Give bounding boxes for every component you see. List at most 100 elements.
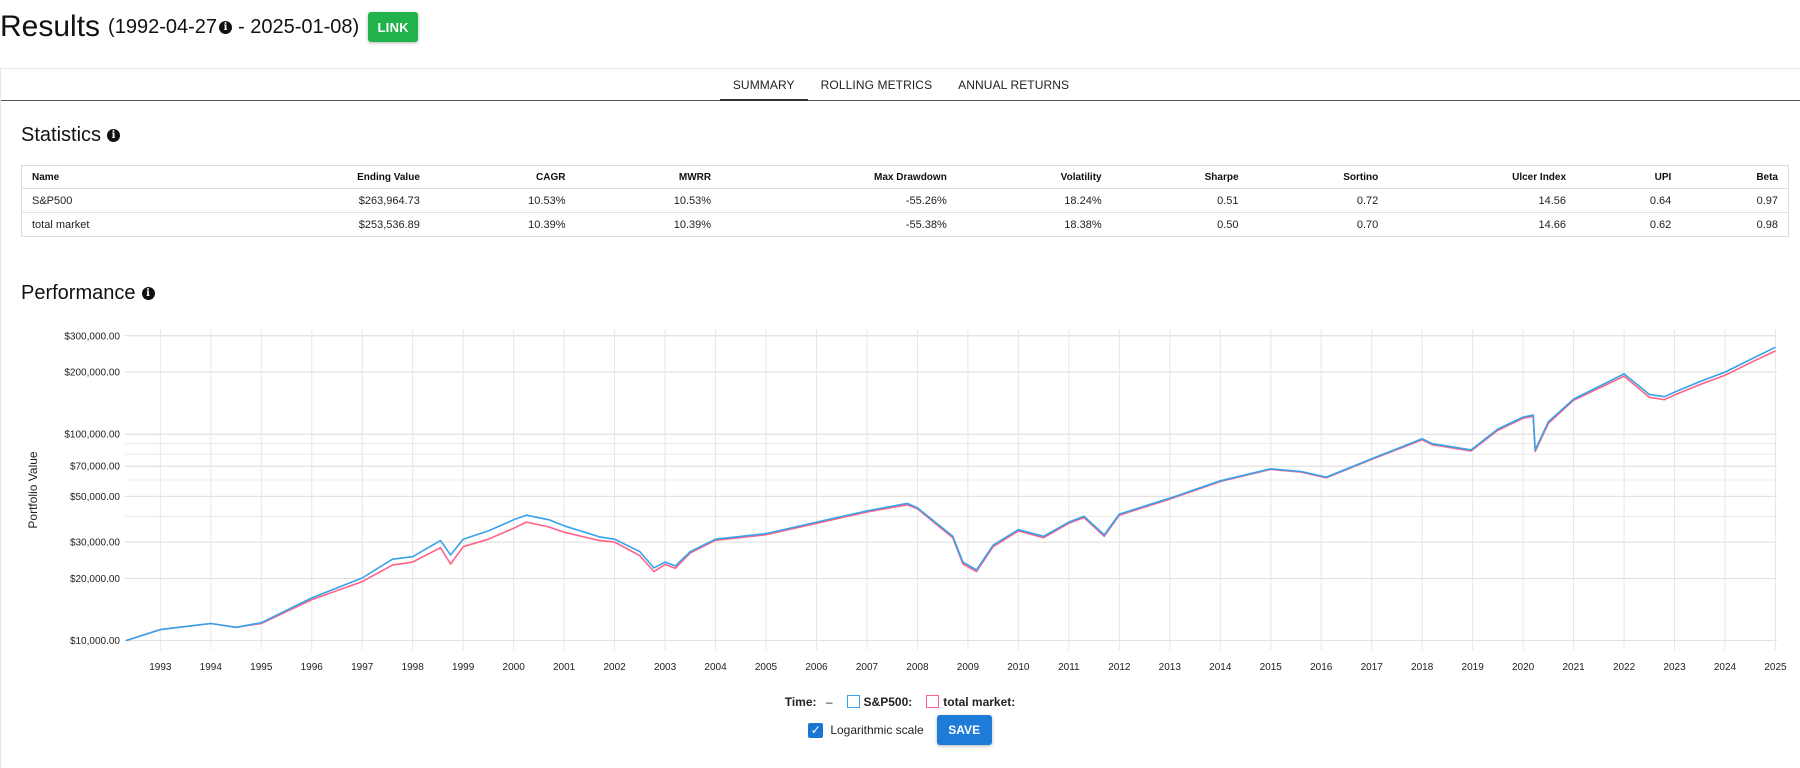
x-tick-label: 1996 — [301, 662, 324, 673]
x-tick-label: 2008 — [906, 662, 929, 673]
table-cell: 0.98 — [1756, 218, 1778, 231]
x-tick-label: 1999 — [452, 662, 475, 673]
table-cell: -55.38% — [905, 218, 947, 231]
date-range: (1992-04-27 i - 2025-01-08) — [108, 16, 359, 39]
table-cell: $263,964.73 — [219, 188, 430, 213]
y-tick-label: $10,000.00 — [70, 636, 120, 647]
info-icon[interactable]: i — [219, 20, 233, 34]
tab-summary[interactable]: SUMMARY — [719, 69, 808, 101]
statistics-title: Statistics — [21, 124, 102, 146]
table-cell: 0.51 — [1111, 188, 1249, 213]
col-volatility: Volatility — [956, 165, 1112, 189]
legend-label: total market: — [943, 695, 1016, 709]
statistics-heading: Statistics i — [21, 124, 122, 147]
table-cell: 18.38% — [1064, 218, 1102, 231]
performance-chart[interactable]: $10,000.00 $20,000.00 $30,000.00 $50,000.00… — [0, 320, 1800, 675]
x-tick-label: 2020 — [1512, 662, 1535, 673]
x-tick-label: 2019 — [1462, 662, 1485, 673]
x-tick-label: 2014 — [1209, 662, 1232, 673]
x-tick-label: 2015 — [1260, 662, 1283, 673]
tab-bar: SUMMARY ROLLING METRICS ANNUAL RETURNS — [1, 69, 1800, 101]
x-tick-label: 2004 — [704, 662, 727, 673]
y-tick-label: $100,000.00 — [64, 430, 120, 441]
results-panel: SUMMARY ROLLING METRICS ANNUAL RETURNS — [0, 68, 1800, 768]
x-tick-label: 2013 — [1159, 662, 1182, 673]
log-scale-label: Logarithmic scale — [830, 723, 924, 737]
col-name: Name — [21, 165, 220, 189]
save-button[interactable]: SAVE — [936, 715, 992, 745]
time-readout: Time: – — [785, 695, 833, 709]
page-title: Results — [0, 10, 101, 43]
link-button[interactable]: LINK — [368, 12, 419, 42]
range-end: - 2025-01-08) — [238, 15, 360, 38]
legend-item-total-market[interactable]: total market: — [926, 695, 1015, 709]
table-cell: 14.66 — [1538, 218, 1567, 231]
table-cell: 0.70 — [1356, 218, 1379, 231]
y-tick-label: $70,000.00 — [70, 462, 120, 473]
x-tick-label: 2000 — [503, 662, 526, 673]
table-cell: 0.72 — [1248, 188, 1389, 213]
col-sharpe: Sharpe — [1111, 165, 1249, 189]
x-tick-label: 2023 — [1663, 662, 1686, 673]
table-cell: total market — [32, 218, 90, 231]
col-beta: Beta — [1681, 165, 1789, 189]
col-ulcer-index: Ulcer Index — [1388, 165, 1577, 189]
table-cell: 10.39% — [528, 218, 566, 231]
x-tick-label: 2011 — [1058, 662, 1080, 673]
x-tick-label: 1997 — [351, 662, 374, 673]
table-cell: 10.53% — [575, 188, 722, 213]
tab-annual-returns[interactable]: ANNUAL RETURNS — [958, 77, 1070, 92]
info-icon[interactable]: i — [107, 129, 121, 142]
table-cell: 10.53% — [429, 188, 576, 213]
x-tick-label: 2017 — [1361, 662, 1384, 673]
info-icon[interactable]: i — [141, 287, 155, 300]
x-tick-label: 2006 — [805, 662, 828, 673]
x-tick-label: 2021 — [1562, 662, 1585, 673]
chart-grid — [125, 330, 1777, 650]
x-axis-ticks: 1993 1994 1995 1996 1997 1998 1999 2000 2001 2002… — [149, 662, 1787, 673]
performance-heading: Performance i — [21, 282, 157, 305]
table-cell: 18.24% — [956, 188, 1112, 213]
x-tick-label: 2024 — [1714, 662, 1737, 673]
x-tick-label: 2012 — [1108, 662, 1131, 673]
legend-swatch — [926, 695, 940, 708]
x-tick-label: 1994 — [200, 662, 223, 673]
x-tick-label: 2025 — [1764, 662, 1787, 673]
x-tick-label: 2001 — [553, 662, 576, 673]
x-tick-label: 1993 — [149, 662, 172, 673]
table-cell: 0.50 — [1217, 218, 1239, 231]
table-row: S&P500 $263,964.73 10.53% 10.53% -55.26%… — [21, 188, 1789, 213]
y-tick-label: $200,000.00 — [64, 368, 120, 379]
table-cell: 0.62 — [1649, 218, 1672, 231]
x-tick-label: 2016 — [1310, 662, 1333, 673]
table-cell: 10.39% — [673, 218, 712, 231]
y-tick-label: $20,000.00 — [70, 574, 120, 585]
results-header: Results (1992-04-27 i - 2025-01-08) LINK — [0, 8, 419, 46]
y-tick-label: $300,000.00 — [64, 331, 120, 342]
range-start: (1992-04-27 — [108, 15, 218, 38]
x-tick-label: 1995 — [250, 662, 273, 673]
legend-item-sp500[interactable]: S&P500: — [846, 695, 913, 709]
log-scale-checkbox[interactable]: ✓ — [808, 722, 824, 738]
col-cagr: CAGR — [429, 165, 576, 189]
x-tick-label: 2018 — [1411, 662, 1434, 673]
table-cell: -55.26% — [721, 188, 957, 213]
y-axis-label: Portfolio Value — [26, 451, 40, 528]
chart-series — [125, 346, 1776, 642]
table-row: total market $253,536.89 10.39% 10.39% -… — [22, 213, 1789, 237]
col-sortino: Sortino — [1248, 165, 1389, 189]
series-line — [125, 346, 1776, 642]
time-value: – — [825, 695, 833, 709]
x-tick-label: 1998 — [402, 662, 425, 673]
table-cell: 0.97 — [1681, 188, 1789, 213]
chart-legend: Time: – S&P500: total market: — [0, 695, 1800, 709]
col-upi: UPI — [1576, 165, 1682, 189]
time-label: Time: — [784, 695, 817, 709]
legend-swatch — [846, 695, 860, 708]
col-max-drawdown: Max Drawdown — [721, 165, 957, 189]
table-header-row: Name Ending Value CAGR MWRR Max Drawdown… — [21, 165, 1789, 189]
legend-label: S&P500: — [863, 695, 913, 709]
x-tick-label: 2002 — [603, 662, 626, 673]
tab-rolling-metrics[interactable]: ROLLING METRICS — [820, 77, 933, 92]
chart-controls: ✓ Logarithmic scale SAVE — [0, 715, 1800, 745]
